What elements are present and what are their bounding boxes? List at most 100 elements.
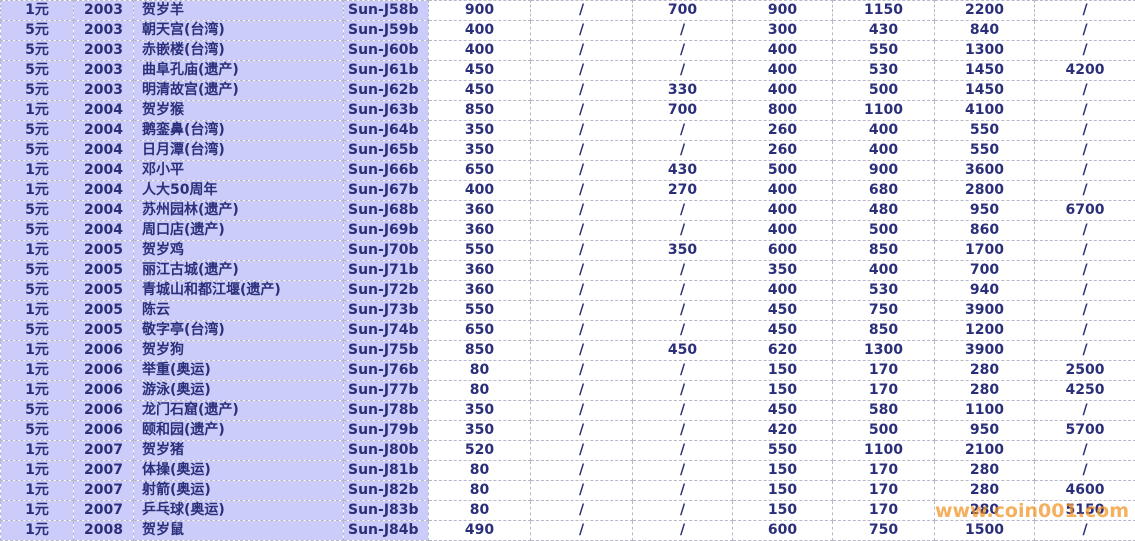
code: Sun-J76b <box>343 360 429 381</box>
price: 2100 <box>934 440 1035 461</box>
price: 5150 <box>1034 500 1135 521</box>
price: 300 <box>732 20 833 41</box>
price: 850 <box>428 100 531 121</box>
denomination: 5元 <box>0 60 74 81</box>
code: Sun-J65b <box>343 140 429 161</box>
code: Sun-J64b <box>343 120 429 141</box>
code: Sun-J78b <box>343 400 429 421</box>
price: 350 <box>428 400 531 421</box>
year: 2007 <box>73 440 134 461</box>
price: / <box>530 420 633 441</box>
code: Sun-J71b <box>343 260 429 281</box>
denomination: 5元 <box>0 260 74 281</box>
year: 2006 <box>73 380 134 401</box>
price: 950 <box>934 200 1035 221</box>
price: / <box>632 520 733 541</box>
price: 4200 <box>1034 60 1135 81</box>
price: / <box>1034 320 1135 341</box>
code: Sun-J69b <box>343 220 429 241</box>
price: / <box>530 20 633 41</box>
price: / <box>1034 180 1135 201</box>
year: 2007 <box>73 460 134 481</box>
price: 1450 <box>934 80 1035 101</box>
table-row: 5元 2004 日月潭(台湾) Sun-J65b 350//260 400 550/ <box>0 140 1135 161</box>
coin-name: 鹅銮鼻(台湾) <box>133 120 344 141</box>
year: 2004 <box>73 160 134 181</box>
table-row: 5元 2003 明清故宫(遗产) Sun-J62b 450/330 400 500 1450/ <box>0 80 1135 101</box>
price: 1500 <box>934 520 1035 541</box>
price: 850 <box>428 340 531 361</box>
price: / <box>632 360 733 381</box>
year: 2003 <box>73 40 134 61</box>
price: 1100 <box>934 400 1035 421</box>
price: 1450 <box>934 60 1035 81</box>
denomination: 1元 <box>0 240 74 261</box>
price: 150 <box>732 480 833 501</box>
price: 3900 <box>934 300 1035 321</box>
price: 400 <box>732 60 833 81</box>
denomination: 5元 <box>0 280 74 301</box>
price: 580 <box>832 400 935 421</box>
price: / <box>1034 440 1135 461</box>
coin-name: 举重(奥运) <box>133 360 344 381</box>
price: 400 <box>732 220 833 241</box>
price: 600 <box>732 240 833 261</box>
price: / <box>1034 260 1135 281</box>
coin-name: 颐和园(遗产) <box>133 420 344 441</box>
price: / <box>1034 240 1135 261</box>
price: / <box>530 380 633 401</box>
denomination: 5元 <box>0 320 74 341</box>
denomination: 1元 <box>0 160 74 181</box>
coin-name: 青城山和都江堰(遗产) <box>133 280 344 301</box>
coin-name: 陈云 <box>133 300 344 321</box>
price: 400 <box>832 260 935 281</box>
denomination: 1元 <box>0 180 74 201</box>
price: 5700 <box>1034 420 1135 441</box>
price: 80 <box>428 380 531 401</box>
coin-name: 龙门石窟(遗产) <box>133 400 344 421</box>
year: 2007 <box>73 500 134 521</box>
price: / <box>530 500 633 521</box>
price: 400 <box>428 180 531 201</box>
table-row: 1元 2006 举重(奥运) Sun-J76b 80//150 170 280 2500 <box>0 360 1135 381</box>
price: 530 <box>832 60 935 81</box>
table-row: 5元 2003 曲阜孔庙(遗产) Sun-J61b 450//400 530 1450 420… <box>0 60 1135 81</box>
coin-name: 人大50周年 <box>133 180 344 201</box>
year: 2004 <box>73 100 134 121</box>
denomination: 5元 <box>0 220 74 241</box>
price: 400 <box>832 120 935 141</box>
price: 430 <box>832 20 935 41</box>
price: 850 <box>832 320 935 341</box>
price: / <box>1034 520 1135 541</box>
year: 2004 <box>73 200 134 221</box>
year: 2005 <box>73 240 134 261</box>
price: 3900 <box>934 340 1035 361</box>
coin-name: 赤嵌楼(台湾) <box>133 40 344 61</box>
denomination: 1元 <box>0 100 74 121</box>
price: / <box>1034 460 1135 481</box>
price: / <box>632 140 733 161</box>
price: 480 <box>832 200 935 221</box>
price: / <box>530 140 633 161</box>
denomination: 1元 <box>0 480 74 501</box>
coin-name: 曲阜孔庙(遗产) <box>133 60 344 81</box>
price: 680 <box>832 180 935 201</box>
year: 2003 <box>73 80 134 101</box>
code: Sun-J74b <box>343 320 429 341</box>
price: 170 <box>832 360 935 381</box>
price: / <box>530 220 633 241</box>
price: 1700 <box>934 240 1035 261</box>
price: / <box>632 20 733 41</box>
coin-name: 贺岁羊 <box>133 0 344 21</box>
code: Sun-J82b <box>343 480 429 501</box>
price: 400 <box>428 20 531 41</box>
table-row: 1元 2005 陈云 Sun-J73b 550//450 750 3900/ <box>0 300 1135 321</box>
price: / <box>530 320 633 341</box>
price: 530 <box>832 280 935 301</box>
year: 2006 <box>73 360 134 381</box>
table-row: 5元 2005 敬字亭(台湾) Sun-J74b 650//450 850 1200/ <box>0 320 1135 341</box>
price: / <box>530 360 633 381</box>
price: 500 <box>832 220 935 241</box>
price: 450 <box>732 400 833 421</box>
year: 2005 <box>73 280 134 301</box>
